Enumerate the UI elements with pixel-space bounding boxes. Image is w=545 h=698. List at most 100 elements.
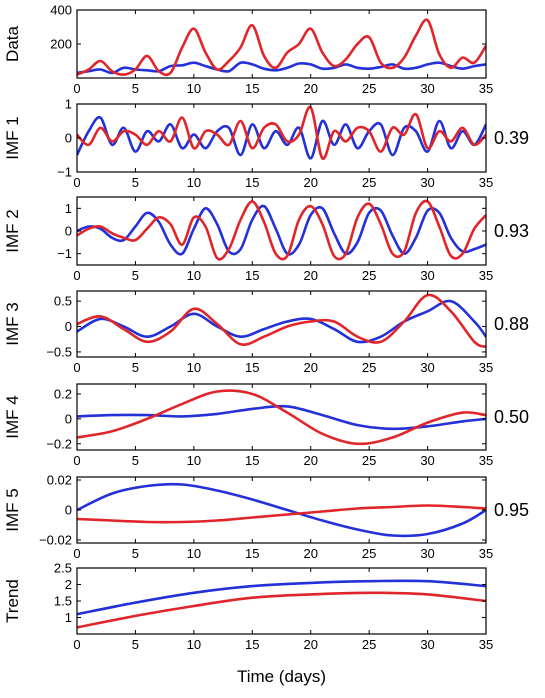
panel-1-xtick-label: 25 [362, 175, 376, 190]
panel-2-series-red-line [77, 199, 486, 261]
panel-4-xtick-label: 25 [362, 453, 376, 468]
panel-0-xtick-label: 20 [303, 81, 317, 96]
panel-3-ylabel: IMF 3 [3, 302, 22, 345]
panel-5-xtick-label: 20 [303, 546, 317, 561]
panel-5-ytick-label: 0 [65, 503, 72, 518]
panel-1-ytick-label: 1 [65, 97, 72, 112]
panel-5-ytick-label: 0.02 [47, 473, 72, 488]
panel-6-series-blue-line [77, 579, 486, 616]
panel-5-xtick-label: 0 [73, 546, 80, 561]
panel-6-series-red-line [77, 591, 486, 629]
panel-1-xtick-label: 30 [420, 175, 434, 190]
panel-1-series-red-line [77, 105, 486, 160]
panel-3-xtick-label: 35 [479, 360, 493, 375]
panel-6-xtick-label: 30 [420, 637, 434, 652]
panel-4-series-blue-line [77, 404, 486, 431]
panel-6-ylabel: Trend [3, 579, 22, 623]
panel-1-ytick-label: 0 [65, 131, 72, 146]
panel-0-xtick-label: 25 [362, 81, 376, 96]
panel-0-ytick-label: 400 [50, 3, 72, 18]
panel-3-axes-box [76, 290, 487, 358]
panel-5-xtick-label: 25 [362, 546, 376, 561]
panel-3-xtick-label: 10 [187, 360, 201, 375]
panel-2-xtick-label: 25 [362, 268, 376, 283]
panel-6-xtick-label: 25 [362, 637, 376, 652]
panel-1-xtick-label: 10 [187, 175, 201, 190]
panel-4-ytick-label: 0.2 [54, 386, 72, 401]
panel-2-xtick-label: 20 [303, 268, 317, 283]
panel-0-series-red-line [77, 18, 486, 77]
panel-5-series-blue-line [77, 482, 486, 538]
panel-4-xtick-label: 10 [187, 453, 201, 468]
panel-2-xtick-label: 15 [245, 268, 259, 283]
panel-0-series-blue-line [77, 61, 486, 75]
panel-1-xtick-label: 20 [303, 175, 317, 190]
panel-2-xtick-label: 10 [187, 268, 201, 283]
panel-1-ytick-label: −1 [57, 165, 72, 180]
panel-2-xtick-label: 35 [479, 268, 493, 283]
panel-6-xtick-label: 35 [479, 637, 493, 652]
panel-6: 0 5 10 15 20 25 30 35 11.5 22.5 Trend [3, 561, 493, 653]
panel-3-xtick-label: 0 [73, 360, 80, 375]
panel-3-xtick-label: 20 [303, 360, 317, 375]
panel-5-correlation: 0.95 [494, 500, 529, 520]
panel-3-xtick-label: 5 [132, 360, 139, 375]
panel-3-ytick-label: 0 [65, 319, 72, 334]
panel-2-xtick-label: 30 [420, 268, 434, 283]
panel-4-axes-box [76, 383, 487, 451]
panel-1-xtick-label: 15 [245, 175, 259, 190]
panel-3-correlation: 0.88 [494, 314, 529, 334]
panel-6-xtick-label: 0 [73, 637, 80, 652]
panel-4-ytick-label: 0 [65, 411, 72, 426]
panel-6-ytick-label: 2 [65, 577, 72, 592]
panel-2-ytick-label: −1 [57, 246, 72, 261]
panel-3-ytick-label: −0.5 [46, 344, 72, 359]
panel-2-xtick-label: 0 [73, 268, 80, 283]
panel-2-axes-box [76, 196, 487, 266]
panel-2-correlation: 0.93 [494, 221, 529, 241]
panel-5-series-red-line [77, 504, 486, 524]
panel-4-xtick-label: 20 [303, 453, 317, 468]
panel-1-xtick-label: 0 [73, 175, 80, 190]
panel-4-correlation: 0.50 [494, 407, 529, 427]
panel-2-xtick-label: 5 [132, 268, 139, 283]
panel-1-ylabel: IMF 1 [3, 116, 22, 159]
panel-6-ytick-label: 2.5 [54, 561, 72, 576]
panel-1-xtick-label: 35 [479, 175, 493, 190]
panel-0: 0 5 10 15 20 25 30 35 200 400 Data [3, 3, 493, 97]
panel-2-ytick-label: 1 [65, 201, 72, 216]
panel-3-series-blue-line [77, 299, 486, 344]
panel-4-ylabel: IMF 4 [3, 395, 22, 438]
panel-4-series-red-line [77, 389, 486, 446]
panel-5-xtick-label: 35 [479, 546, 493, 561]
panel-6-xtick-label: 20 [303, 637, 317, 652]
panel-0-xtick-label: 30 [420, 81, 434, 96]
panel-1-series-blue-line [77, 116, 486, 160]
panel-4-xtick-label: 15 [245, 453, 259, 468]
panel-4-xtick-label: 5 [132, 453, 139, 468]
panel-3-series-red-line [77, 293, 486, 349]
panel-0-xtick-label: 0 [73, 81, 80, 96]
panel-5-xtick-label: 15 [245, 546, 259, 561]
panel-2-series-blue-line [77, 204, 486, 256]
panel-3-xtick-label: 15 [245, 360, 259, 375]
panel-4-ytick-label: −0.2 [46, 436, 72, 451]
panel-0-xtick-label: 35 [479, 81, 493, 96]
panel-0-xtick-label: 5 [132, 81, 139, 96]
panel-0-ytick-label: 200 [50, 37, 72, 52]
panel-3-ytick-label: 0.5 [54, 294, 72, 309]
panel-6-xtick-label: 5 [132, 637, 139, 652]
panel-5-xtick-label: 5 [132, 546, 139, 561]
panel-3-xtick-label: 25 [362, 360, 376, 375]
panel-0-xtick-label: 10 [187, 81, 201, 96]
panel-5-xtick-label: 10 [187, 546, 201, 561]
panel-6-xtick-label: 10 [187, 637, 201, 652]
panel-6-ytick-label: 1.5 [54, 594, 72, 609]
panel-2-ytick-label: 0 [65, 224, 72, 239]
